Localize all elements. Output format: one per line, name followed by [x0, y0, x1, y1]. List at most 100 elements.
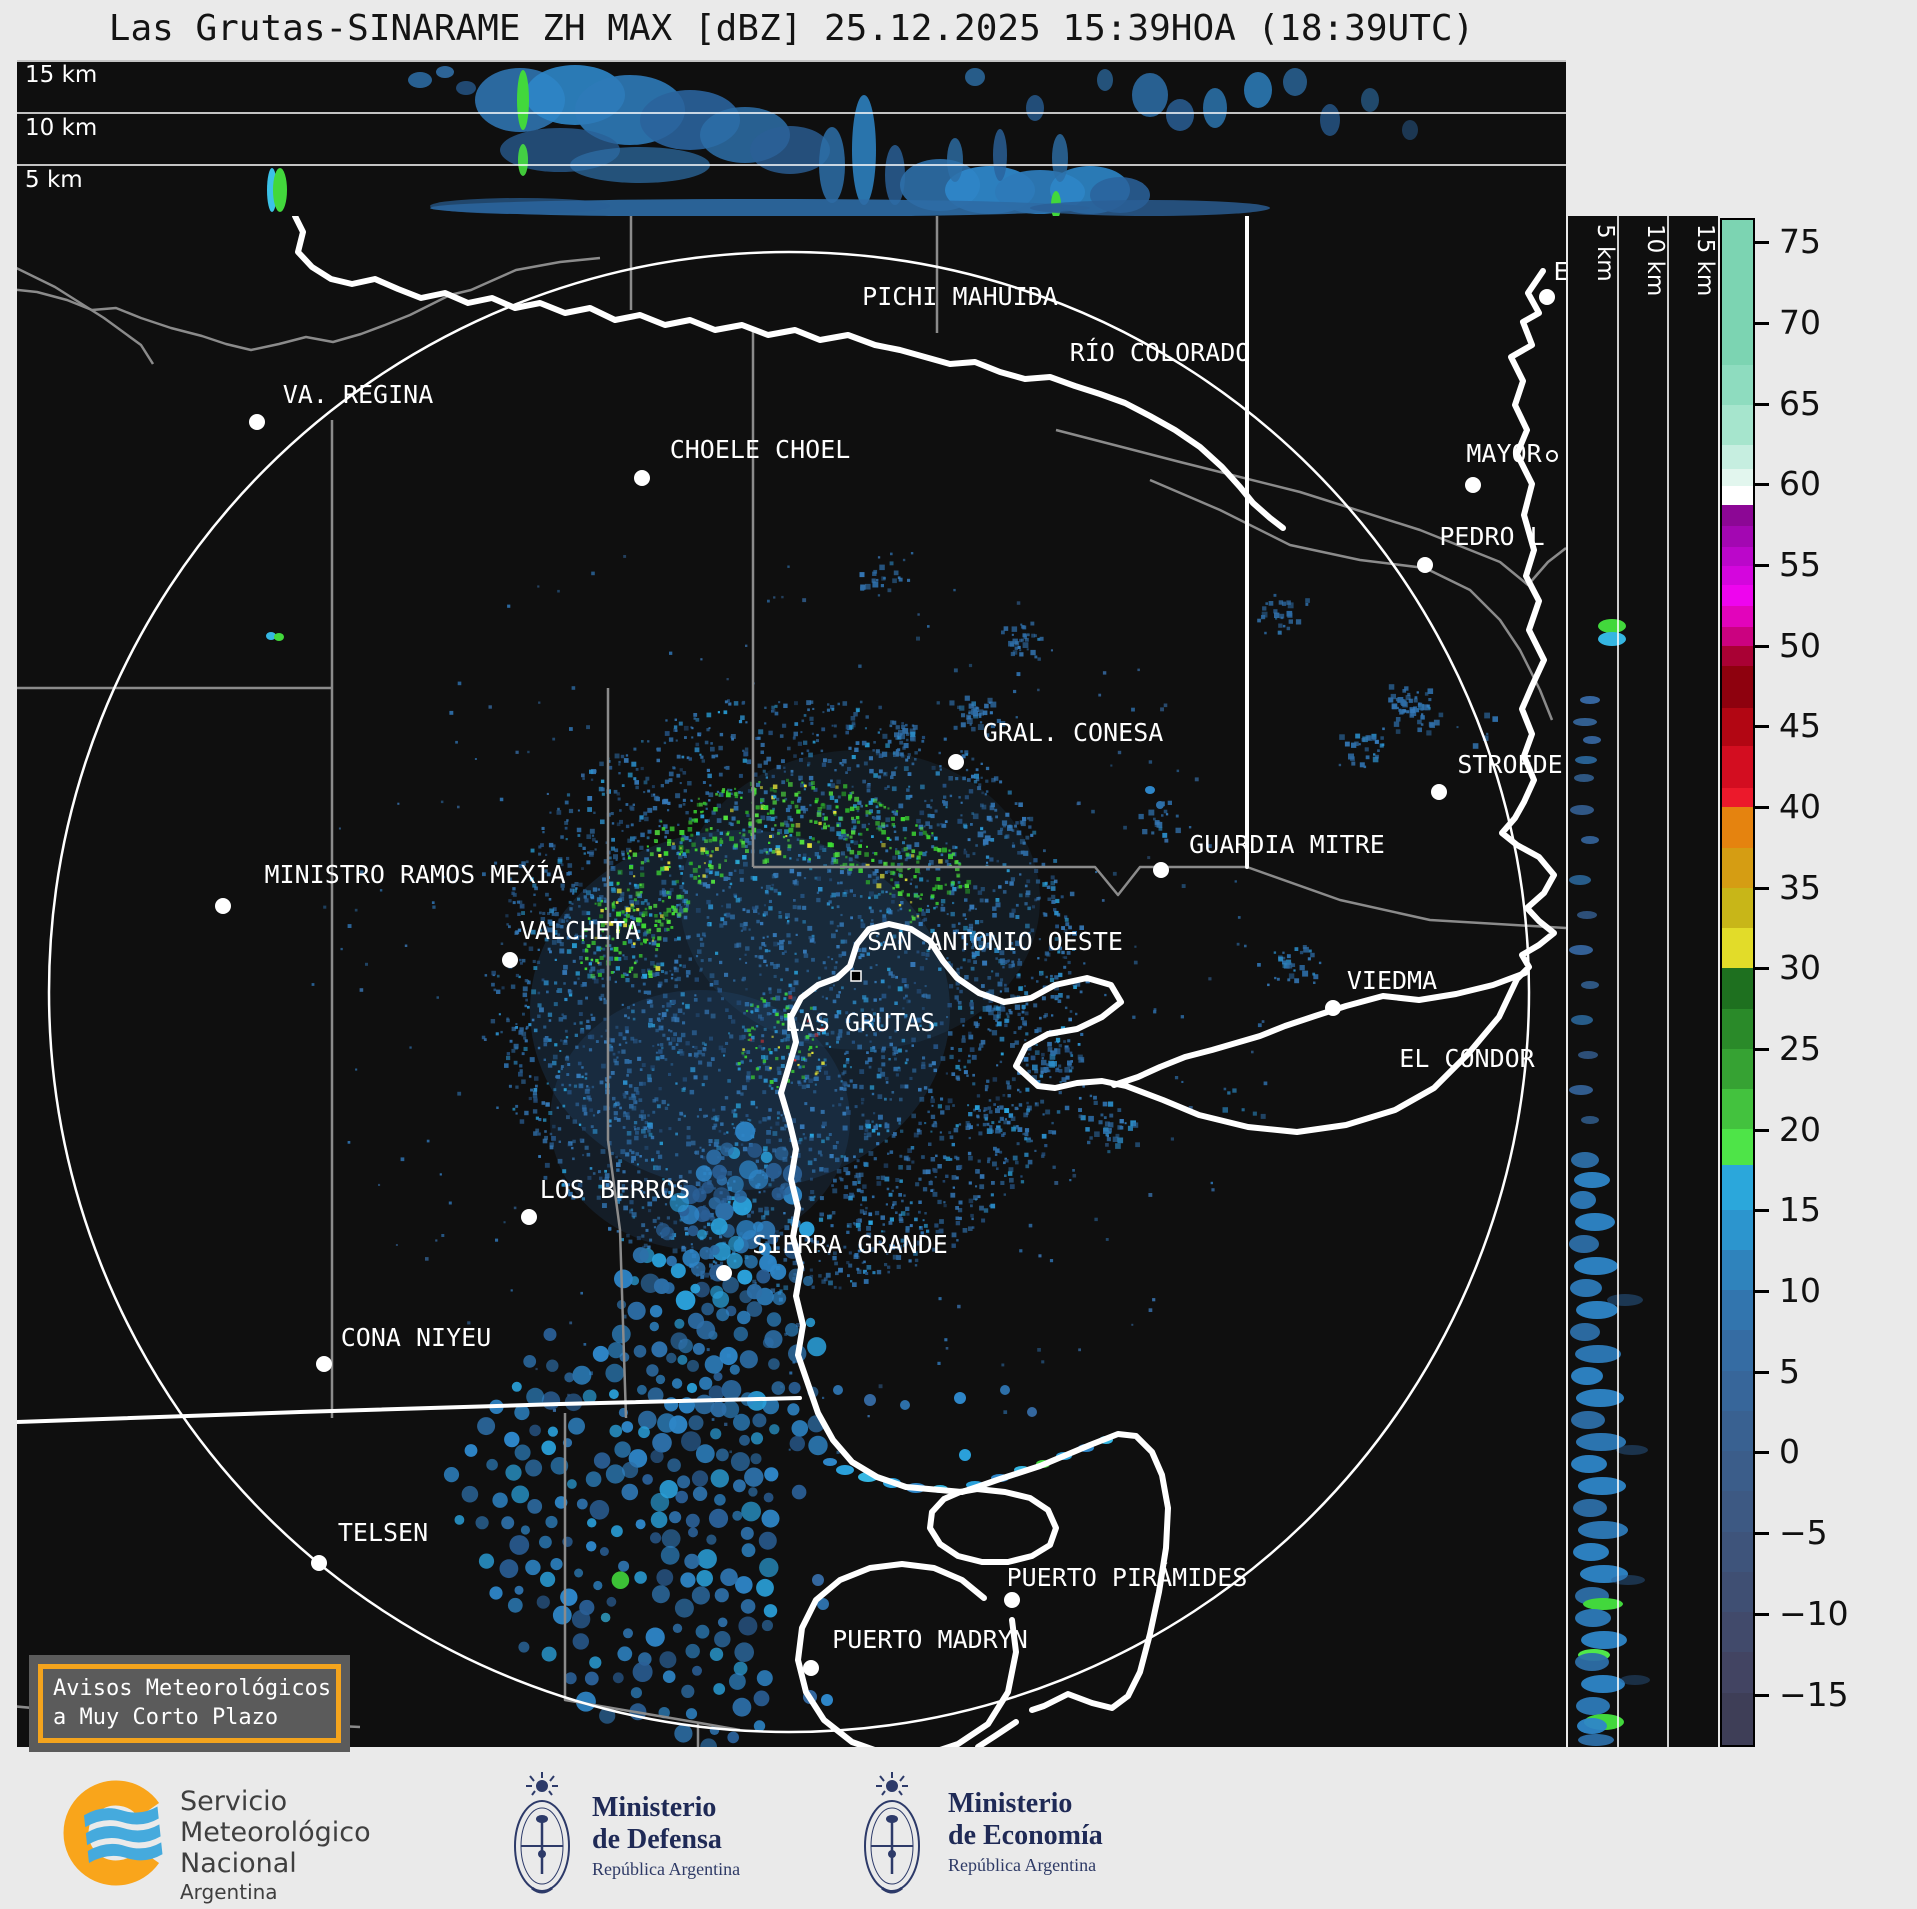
- speck: [783, 1258, 788, 1262]
- speck: [764, 1210, 770, 1216]
- speck: [995, 1108, 1000, 1114]
- speck: [955, 866, 960, 872]
- speck: [836, 1036, 841, 1041]
- speck: [807, 761, 811, 765]
- speck: [426, 1139, 430, 1143]
- speck: [1055, 1037, 1061, 1043]
- speck: [801, 1261, 805, 1264]
- speck: [753, 1028, 756, 1031]
- speck: [655, 1056, 660, 1061]
- speck: [968, 663, 973, 668]
- speck: [961, 754, 966, 759]
- speck: [568, 990, 573, 995]
- speck: [926, 879, 929, 883]
- clutter-bead: [744, 1467, 764, 1487]
- speck: [958, 1048, 963, 1052]
- speck: [1014, 646, 1018, 650]
- speck: [951, 1243, 956, 1248]
- speck: [806, 749, 810, 753]
- speck: [857, 1044, 862, 1050]
- speck: [779, 1289, 783, 1293]
- speck: [952, 845, 956, 850]
- speck: [1053, 859, 1058, 863]
- speck: [535, 1128, 540, 1133]
- speck: [1005, 1080, 1010, 1085]
- speck: [590, 894, 593, 897]
- speck: [1036, 897, 1040, 901]
- speck: [597, 1110, 601, 1113]
- speck: [763, 959, 767, 963]
- speck: [1031, 1075, 1037, 1081]
- speck: [543, 926, 549, 932]
- speck: [911, 831, 916, 836]
- speck: [905, 758, 909, 762]
- speck: [881, 1055, 886, 1060]
- speck: [730, 734, 736, 739]
- speck: [809, 1136, 814, 1141]
- speck: [827, 703, 830, 706]
- speck: [853, 1155, 856, 1159]
- clutter-bead: [511, 1381, 522, 1392]
- clutter-bead: [746, 1301, 763, 1317]
- speck: [776, 963, 780, 968]
- speck: [1277, 630, 1282, 635]
- speck: [528, 1096, 532, 1101]
- speck: [779, 940, 784, 945]
- speck: [663, 1188, 669, 1193]
- speck: [898, 868, 903, 873]
- clutter-bead: [687, 1359, 699, 1372]
- speck: [560, 925, 564, 929]
- speck: [699, 969, 702, 973]
- speck: [907, 756, 910, 759]
- speck: [1027, 1069, 1031, 1074]
- speck: [709, 1263, 714, 1268]
- speck: [840, 881, 843, 885]
- speck: [907, 578, 911, 582]
- speck: [757, 736, 761, 740]
- speck: [966, 1074, 969, 1077]
- echo-speckle-field: [969, 930, 1322, 1154]
- clutter-bead: [670, 1263, 686, 1279]
- speck: [646, 859, 650, 863]
- speck: [912, 1068, 917, 1073]
- speck: [788, 782, 793, 787]
- speck: [854, 1222, 858, 1226]
- speck: [965, 1121, 970, 1126]
- speck: [600, 1035, 603, 1038]
- speck: [543, 1118, 547, 1122]
- speck: [646, 929, 651, 934]
- speck: [761, 1055, 766, 1060]
- speck: [569, 1321, 573, 1325]
- speck: [623, 1205, 628, 1211]
- speck: [1154, 820, 1160, 825]
- speck: [652, 939, 655, 942]
- speck: [577, 1182, 583, 1188]
- speck: [783, 997, 787, 1001]
- speck: [662, 1178, 665, 1181]
- speck: [1018, 986, 1024, 991]
- speck: [868, 800, 873, 805]
- speck: [782, 1116, 788, 1122]
- speck: [724, 859, 727, 862]
- speck: [918, 921, 923, 927]
- speck: [936, 877, 941, 881]
- speck: [661, 827, 666, 831]
- speck: [702, 781, 706, 784]
- speck: [1162, 832, 1168, 838]
- clutter-bead: [514, 1404, 530, 1421]
- speck: [611, 908, 615, 912]
- speck: [892, 811, 897, 815]
- speck: [907, 867, 910, 871]
- speck: [647, 1074, 652, 1079]
- speck: [618, 951, 622, 955]
- speck: [907, 772, 912, 776]
- speck: [1059, 1081, 1062, 1084]
- speck: [671, 880, 677, 886]
- speck: [1098, 693, 1102, 697]
- speck: [1077, 1043, 1081, 1046]
- speck: [830, 895, 833, 898]
- speck: [841, 791, 847, 797]
- speck: [561, 1083, 564, 1087]
- speck: [892, 752, 896, 755]
- speck: [573, 1022, 577, 1025]
